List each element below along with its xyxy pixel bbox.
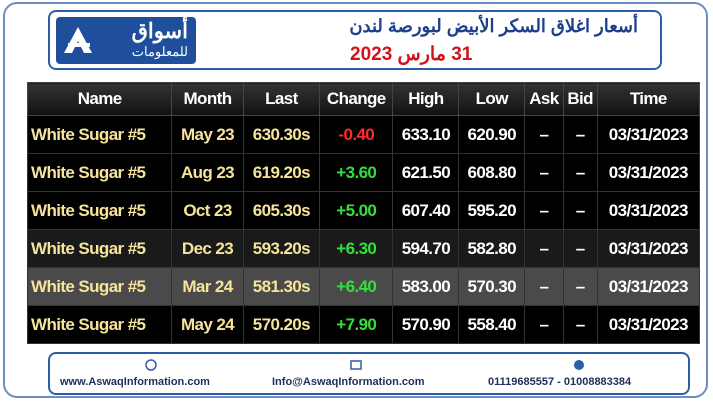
table-cell: 630.30s [242, 115, 321, 154]
table-cell: 03/31/2023 [596, 191, 701, 230]
table-cell: 583.00 [392, 267, 460, 306]
column-header: Low [458, 82, 526, 116]
frame [3, 2, 708, 398]
header: أسواق للمعلومات أسعار اغلاق السكر الأبيض… [48, 10, 662, 70]
table-cell: 608.80 [458, 153, 526, 192]
table-row: White Sugar #5 Dec 23 593.20s +6.30 594.70 58… [26, 229, 701, 268]
logo-main: أسواق [131, 20, 188, 43]
table-cell: – [524, 267, 564, 306]
table-cell: White Sugar #5 [26, 153, 173, 192]
table-cell: White Sugar #5 [26, 115, 173, 154]
table-cell: 570.20s [242, 305, 321, 344]
logo: أسواق للمعلومات [56, 17, 196, 64]
table-cell: 593.20s [242, 229, 321, 268]
table-cell: – [524, 229, 564, 268]
table-cell: 03/31/2023 [596, 115, 701, 154]
mail-icon [350, 360, 362, 370]
table-cell: 570.30 [458, 267, 526, 306]
column-header: Time [596, 82, 701, 116]
column-header: Bid [562, 82, 598, 116]
table-cell: – [562, 267, 598, 306]
table-cell: +3.60 [319, 153, 394, 192]
table-cell: White Sugar #5 [26, 191, 173, 230]
column-header: Name [26, 82, 173, 116]
table-cell: White Sugar #5 [26, 229, 173, 268]
table-cell: – [524, 305, 564, 344]
table-cell: White Sugar #5 [26, 267, 173, 306]
table-cell: 594.70 [392, 229, 460, 268]
table-row: White Sugar #5 Oct 23 605.30s +5.00 607.40 59… [26, 191, 701, 230]
table-cell: 558.40 [458, 305, 526, 344]
table-cell: May 23 [171, 115, 244, 154]
website: www.AswaqInformation.com [60, 376, 210, 388]
table-cell: 619.20s [242, 153, 321, 192]
table-cell: – [562, 153, 598, 192]
column-header: Month [171, 82, 244, 116]
table-cell: 03/31/2023 [596, 267, 701, 306]
table-cell: 605.30s [242, 191, 321, 230]
table-cell: 581.30s [242, 267, 321, 306]
column-header: Ask [524, 82, 564, 116]
table-cell: 595.20 [458, 191, 526, 230]
table-cell: 620.90 [458, 115, 526, 154]
table-cell: May 24 [171, 305, 244, 344]
logo-icon [64, 27, 92, 53]
table-cell: +7.90 [319, 305, 394, 344]
table-cell: – [562, 115, 598, 154]
column-header: Last [242, 82, 321, 116]
table-cell: Dec 23 [171, 229, 244, 268]
logo-sub: للمعلومات [131, 44, 188, 59]
table-cell: 03/31/2023 [596, 305, 701, 344]
table-cell: – [524, 153, 564, 192]
table-cell: +6.30 [319, 229, 394, 268]
table-row: White Sugar #5 Aug 23 619.20s +3.60 621.50 60… [26, 153, 701, 192]
table-cell: 582.80 [458, 229, 526, 268]
table-cell: – [524, 115, 564, 154]
table-cell: 03/31/2023 [596, 229, 701, 268]
table-cell: – [562, 305, 598, 344]
table-cell: – [562, 191, 598, 230]
table-cell: 633.10 [392, 115, 460, 154]
header-row: Name Month Last Change High Low Ask Bid Time [26, 82, 701, 116]
table-cell: White Sugar #5 [26, 305, 173, 344]
table-cell: +5.00 [319, 191, 394, 230]
table-cell: – [524, 191, 564, 230]
table-row: White Sugar #5 May 24 570.20s +7.90 570.90 55… [26, 305, 701, 344]
email: Info@AswaqInformation.com [272, 376, 425, 388]
footer: www.AswaqInformation.com Info@AswaqInfor… [48, 352, 690, 395]
table-cell: Mar 24 [171, 267, 244, 306]
table-cell: 607.40 [392, 191, 460, 230]
web-icon [145, 359, 157, 371]
title: أسعار اغلاق السكر الأبيض لبورصة لندن [349, 16, 638, 36]
table-cell: – [562, 229, 598, 268]
date: 31 مارس 2023 [350, 44, 473, 65]
table-cell: 621.50 [392, 153, 460, 192]
phone-icon [574, 360, 584, 370]
table-cell: -0.40 [319, 115, 394, 154]
table-cell: +6.40 [319, 267, 394, 306]
column-header: High [392, 82, 460, 116]
table-cell: 03/31/2023 [596, 153, 701, 192]
table-row: White Sugar #5 Mar 24 581.30s +6.40 583.00 57… [26, 267, 701, 306]
table-row: White Sugar #5 May 23 630.30s -0.40 633.10 62… [26, 115, 701, 154]
table-cell: 570.90 [392, 305, 460, 344]
phones: 01119685557 - 01008883384 [488, 376, 632, 388]
column-header: Change [319, 82, 394, 116]
table-cell: Aug 23 [171, 153, 244, 192]
price-table: Name Month Last Change High Low Ask Bid Time Whit… [26, 82, 701, 344]
table-cell: Oct 23 [171, 191, 244, 230]
